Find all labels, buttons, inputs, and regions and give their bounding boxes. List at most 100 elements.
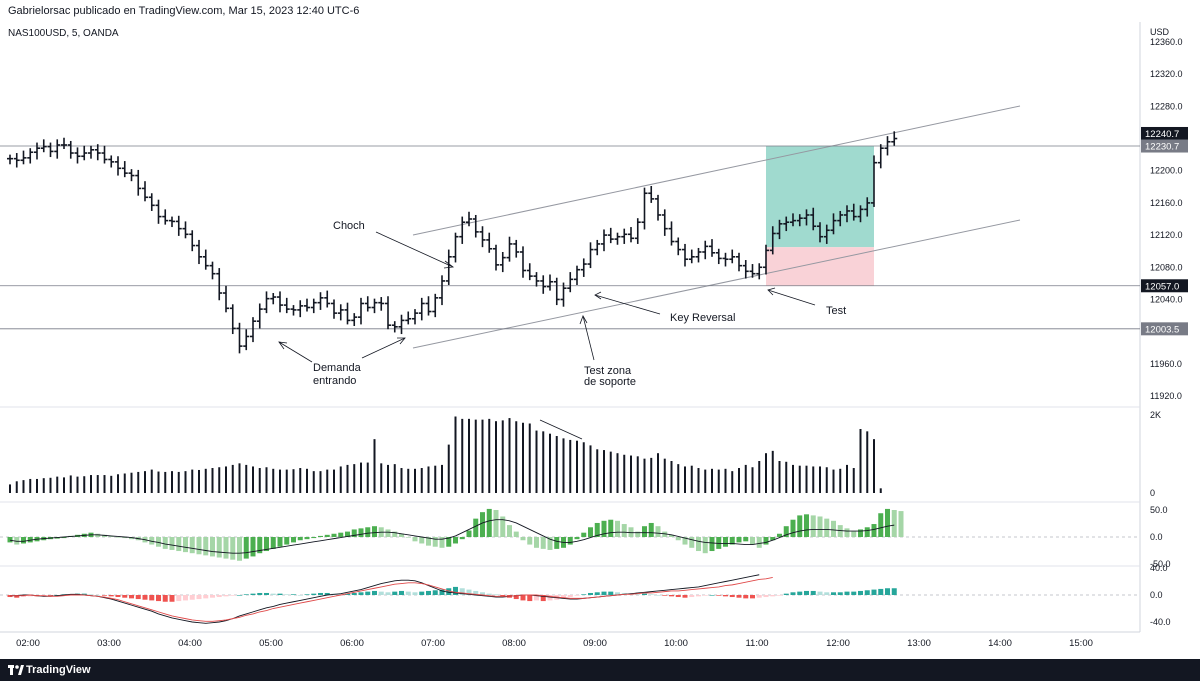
price-axis: 12360.012320.012280.012240.012200.012160… — [1150, 37, 1183, 401]
macd-bar — [588, 592, 593, 595]
ohlc-bar — [729, 249, 736, 264]
ohlc-bar — [628, 227, 634, 243]
ohlc-bar — [54, 139, 61, 159]
ao-bar — [473, 518, 479, 537]
ao-bar — [243, 537, 249, 559]
ohlc-bar — [67, 140, 74, 159]
macd-bar — [851, 591, 857, 595]
macd-bar — [669, 595, 674, 597]
arrow-test — [767, 289, 816, 306]
time-tick-label: 14:00 — [988, 638, 1012, 649]
arrow-key-reversal — [594, 294, 661, 315]
ohlc-bar — [398, 314, 405, 335]
ao-bar — [432, 537, 438, 547]
ohlc-bar — [432, 293, 439, 318]
price-tick-label: 12160.0 — [1150, 198, 1183, 208]
arrow-test-zona — [582, 315, 595, 361]
ohlc-bar — [769, 226, 776, 255]
ao-tick-label: -50.0 — [1150, 559, 1171, 569]
tradingview-logo-icon — [8, 665, 24, 675]
macd-bar — [608, 591, 614, 595]
ohlc-bar — [425, 296, 432, 316]
ohlc-bar — [776, 219, 783, 240]
macd-bar — [48, 595, 53, 596]
ao-bar — [817, 516, 823, 537]
price-tag-box — [1141, 322, 1188, 336]
ohlc-bar — [634, 218, 641, 244]
price-tick-label: 12200.0 — [1150, 166, 1183, 176]
ao-bar — [608, 519, 614, 537]
ohlc-bar — [243, 329, 250, 351]
macd-bar — [756, 595, 762, 598]
annotation-test-zona: Test zona — [584, 365, 632, 377]
ao-bar — [338, 532, 344, 537]
footer-brand[interactable]: TradingView — [26, 664, 91, 676]
ohlc-bar — [506, 236, 513, 262]
annotation-demanda: Demanda — [313, 362, 362, 374]
ohlc-bar — [378, 297, 385, 311]
ohlc-bar — [648, 186, 655, 203]
ao-bar — [871, 524, 877, 537]
macd-bar — [817, 591, 823, 595]
ao-bar — [426, 537, 431, 546]
arrowhead-test — [767, 287, 776, 296]
ao-bar — [642, 526, 647, 537]
ohlc-bar — [290, 305, 297, 316]
ao-bar — [770, 537, 776, 541]
price-tick-label: 12320.0 — [1150, 69, 1183, 79]
ao-bar — [385, 529, 391, 537]
time-tick-label: 05:00 — [259, 638, 283, 649]
ao-bar — [574, 537, 580, 540]
time-tick-label: 03:00 — [97, 638, 121, 649]
ao-bar — [858, 529, 863, 537]
ohlc-bar — [783, 216, 790, 232]
ao-bar — [358, 528, 364, 537]
ohlc-bar — [223, 285, 229, 313]
ohlc-bar — [621, 228, 628, 244]
ao-bar — [756, 537, 762, 548]
ao-bar — [723, 537, 728, 547]
ohlc-bar — [661, 209, 668, 236]
macd-bar — [635, 594, 641, 595]
macd-bar — [824, 592, 830, 595]
ao-bar — [311, 537, 317, 539]
ohlc-bar — [560, 282, 567, 307]
ohlc-bar — [864, 197, 871, 217]
macd-bar — [372, 590, 377, 595]
macd-bar — [27, 595, 33, 597]
ohlc-bar — [405, 311, 412, 325]
macd-bar — [237, 595, 242, 596]
macd-bar — [81, 593, 87, 595]
macd-bar — [574, 595, 580, 596]
ao-bar — [540, 537, 546, 549]
ohlc-bar — [337, 304, 344, 321]
macd-bar — [783, 593, 789, 595]
ao-bar — [554, 537, 560, 549]
ohlc-bar — [310, 298, 317, 314]
time-tick-label: 11:00 — [745, 638, 768, 649]
chart-canvas[interactable]: USD 12360.012320.012280.012240.012200.01… — [0, 0, 1200, 659]
macd-bar — [297, 595, 303, 596]
macd-bar — [183, 595, 188, 601]
annotation-key-reversal: Key Reversal — [670, 312, 735, 324]
arrowhead-demanda-left — [278, 341, 288, 350]
ao-bar — [500, 516, 506, 537]
ao-bar — [189, 537, 195, 554]
ao-bar — [669, 534, 674, 537]
volume-tick-label: 2K — [1150, 410, 1161, 420]
ao-bar — [318, 535, 323, 537]
loss-zone — [766, 247, 874, 286]
macd-bar — [831, 592, 836, 595]
macd-bar — [601, 591, 607, 595]
ao-bar — [95, 533, 101, 537]
time-tick-label: 10:00 — [664, 638, 688, 649]
ao-bar — [176, 537, 182, 552]
macd-bar — [615, 592, 620, 595]
macd-bar — [581, 594, 587, 595]
publish-info: Gabrielorsac publicado en TradingView.co… — [8, 5, 360, 17]
volume-bars — [9, 416, 882, 493]
macd-bar — [858, 590, 863, 595]
time-tick-label: 04:00 — [178, 638, 202, 649]
macd-bar — [358, 592, 364, 595]
